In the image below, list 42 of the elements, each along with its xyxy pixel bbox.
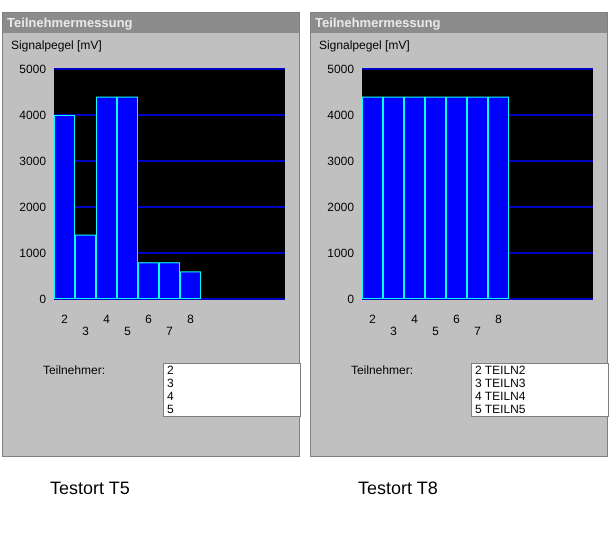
x-tick-label: 2 (61, 312, 68, 326)
y-tick-label: 0 (39, 292, 46, 306)
y-tick-label: 1000 (327, 246, 354, 260)
text: 3 TEILN3 (475, 376, 526, 390)
x-tick-label: 6 (453, 312, 460, 326)
x-tick-label: 8 (187, 312, 194, 326)
text: Testort T5 (50, 478, 130, 499)
y-axis-title: Signalpegel [mV] (319, 38, 411, 52)
y-tick-label: 0 (347, 292, 354, 306)
text: Teilnehmer: (351, 363, 414, 377)
x-tick-label: 7 (166, 324, 174, 338)
chart-title: Teilnehmermessung (3, 13, 299, 33)
x-tick-label: 3 (82, 324, 90, 338)
x-tick-label: 3 (390, 324, 398, 338)
x-tick-label: 4 (103, 312, 110, 326)
x-tick-label: 8 (495, 312, 502, 326)
y-tick-label: 2000 (327, 200, 354, 214)
text: 5 TEILN5 (475, 402, 526, 416)
chart-title: Teilnehmermessung (311, 13, 607, 33)
x-tick-label: 6 (145, 312, 152, 326)
text: 2 (167, 363, 175, 377)
x-tick-label: 4 (411, 312, 418, 326)
y-axis-title: Signalpegel [mV] (11, 38, 103, 52)
y-tick-label: 5000 (327, 62, 354, 76)
y-tick-label: 5000 (19, 62, 46, 76)
y-tick-label: 1000 (19, 246, 46, 260)
text: Testort T8 (358, 478, 438, 499)
text: 2 TEILN2 (475, 363, 526, 377)
y-tick-label: 3000 (327, 154, 354, 168)
y-tick-label: 2000 (19, 200, 46, 214)
y-tick-label: 4000 (19, 108, 46, 122)
x-tick-label: 5 (432, 324, 440, 338)
x-tick-label: 5 (124, 324, 132, 338)
x-tick-label: 7 (474, 324, 482, 338)
text: 4 TEILN4 (475, 389, 526, 403)
x-tick-label: 2 (369, 312, 376, 326)
y-tick-label: 3000 (19, 154, 46, 168)
text: 3 (167, 376, 175, 390)
text: Teilnehmer: (43, 363, 106, 377)
text: 4 (167, 389, 175, 403)
text: 5 (167, 402, 175, 416)
y-tick-label: 4000 (327, 108, 354, 122)
